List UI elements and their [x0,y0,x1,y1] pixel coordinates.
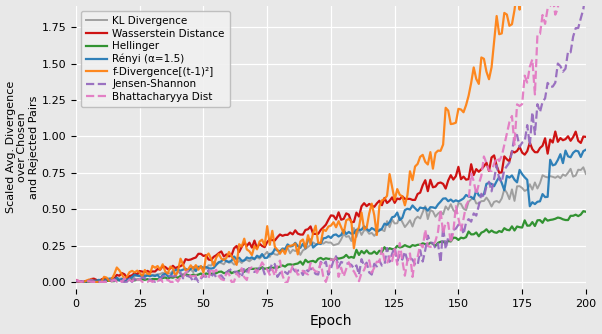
Wasserstein Distance [95,280,102,284]
KL Divergence [582,172,589,176]
Wasserstein Distance [289,232,296,236]
Bhattacharyya Dist [350,269,358,273]
Line: KL Divergence: KL Divergence [76,167,586,282]
Hellinger [121,279,128,283]
Wasserstein Distance [72,278,79,282]
f-Divergence[(t-1)²] [348,219,355,223]
Rényi (α=1.5) [75,280,82,284]
Hellinger [541,216,548,220]
Bhattacharyya Dist [72,278,79,282]
Wasserstein Distance [75,279,82,283]
KL Divergence [350,226,358,230]
f-Divergence[(t-1)²] [287,244,294,248]
Hellinger [580,209,587,213]
Jensen-Shannon [118,280,125,284]
Line: Hellinger: Hellinger [76,211,586,282]
Bhattacharyya Dist [261,265,268,269]
Line: f-Divergence[(t-1)²]: f-Divergence[(t-1)²] [76,0,586,282]
KL Divergence [261,253,268,257]
Hellinger [261,267,268,271]
KL Divergence [78,280,85,284]
Hellinger [75,280,82,284]
Line: Jensen-Shannon: Jensen-Shannon [76,0,586,282]
Bhattacharyya Dist [75,279,82,283]
Jensen-Shannon [75,280,82,284]
KL Divergence [75,280,82,284]
Rényi (α=1.5) [582,148,589,152]
Rényi (α=1.5) [72,280,79,284]
Hellinger [582,210,589,214]
f-Divergence[(t-1)²] [75,280,82,284]
Wasserstein Distance [541,136,548,140]
Line: Bhattacharyya Dist: Bhattacharyya Dist [76,0,586,282]
Wasserstein Distance [261,245,268,249]
f-Divergence[(t-1)²] [118,273,125,277]
Bhattacharyya Dist [541,22,548,26]
KL Divergence [541,175,548,179]
KL Divergence [580,165,587,169]
Rényi (α=1.5) [118,277,125,281]
Rényi (α=1.5) [539,192,546,196]
Line: Wasserstein Distance: Wasserstein Distance [76,132,586,282]
Jensen-Shannon [72,280,79,284]
Rényi (α=1.5) [287,244,294,248]
Y-axis label: Scaled Avg. Divergence
over Chosen
and Rejected Pairs: Scaled Avg. Divergence over Chosen and R… [5,81,39,213]
Jensen-Shannon [258,264,265,268]
Wasserstein Distance [582,135,589,139]
f-Divergence[(t-1)²] [72,280,79,284]
Wasserstein Distance [551,130,559,134]
Rényi (α=1.5) [258,252,265,256]
Jensen-Shannon [539,100,546,104]
Rényi (α=1.5) [348,232,355,236]
Bhattacharyya Dist [88,280,95,284]
Bhattacharyya Dist [121,276,128,280]
X-axis label: Epoch: Epoch [309,314,352,328]
Wasserstein Distance [121,272,128,276]
Legend: KL Divergence, Wasserstein Distance, Hellinger, Rényi (α=1.5), f-Divergence[(t-1: KL Divergence, Wasserstein Distance, Hel… [81,11,230,107]
Jensen-Shannon [287,268,294,272]
Hellinger [350,256,358,260]
Hellinger [78,280,85,284]
Wasserstein Distance [350,220,358,224]
Line: Rényi (α=1.5): Rényi (α=1.5) [76,150,586,282]
Hellinger [72,280,79,284]
KL Divergence [289,248,296,252]
Jensen-Shannon [348,263,355,267]
KL Divergence [72,279,79,283]
Hellinger [289,263,296,267]
KL Divergence [121,278,128,282]
Bhattacharyya Dist [289,264,296,268]
f-Divergence[(t-1)²] [258,238,265,242]
